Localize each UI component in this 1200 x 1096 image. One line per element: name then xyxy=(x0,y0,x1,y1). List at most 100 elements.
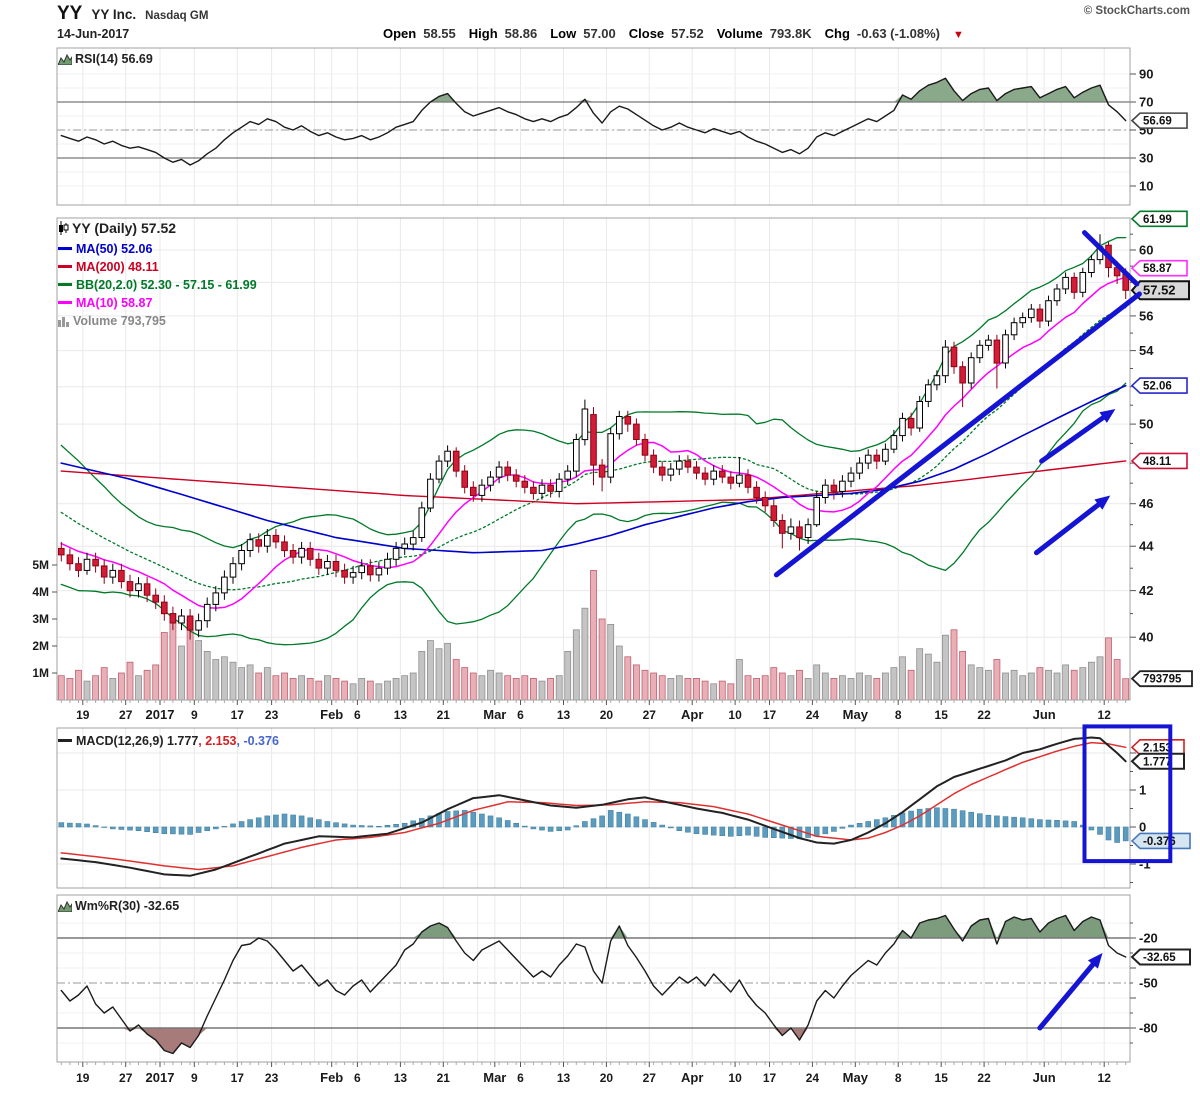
date-label: 19 xyxy=(76,708,90,722)
candle-body xyxy=(512,474,520,482)
candle-body xyxy=(66,554,74,565)
volume-bar xyxy=(899,656,906,701)
volume-bar xyxy=(650,672,657,701)
volume-bar xyxy=(804,678,812,701)
date-label: May xyxy=(843,707,869,722)
candle-body xyxy=(650,454,657,468)
volume-tick-label: 1M xyxy=(32,666,49,680)
macd-hist-bar xyxy=(195,826,202,833)
price-tick-label: 54 xyxy=(1139,343,1154,358)
date-label: 23 xyxy=(265,1071,279,1085)
macd-swatch xyxy=(58,739,72,743)
candle-body xyxy=(530,486,537,494)
candle-body xyxy=(1019,317,1027,324)
volume-bar xyxy=(100,667,108,701)
macd-tick-label: 1 xyxy=(1139,783,1146,798)
volume-bar xyxy=(796,669,803,701)
rsi-tick-label: 30 xyxy=(1139,151,1153,166)
volume-bar xyxy=(624,656,632,701)
volume-bar xyxy=(1122,678,1130,701)
date-label: 17 xyxy=(763,708,777,722)
candle-body xyxy=(427,478,434,509)
axis-callout-value: 48.11 xyxy=(1143,456,1172,468)
volume-bar xyxy=(830,678,838,701)
macd-tick-label: 0 xyxy=(1139,820,1146,835)
macd-hist-bar xyxy=(1045,819,1052,828)
candle-body xyxy=(1070,276,1078,293)
price-tick-label: 44 xyxy=(1139,539,1154,554)
date-label: 17 xyxy=(231,708,245,722)
candle-body xyxy=(598,464,606,478)
candle-body xyxy=(899,417,906,437)
volume-bar xyxy=(753,678,760,701)
date-label: 13 xyxy=(557,1071,571,1085)
ma200-swatch xyxy=(58,265,72,269)
macd-hist-bar xyxy=(693,826,700,834)
macd-legend-value: MACD(12,26,9) 1.777 xyxy=(76,734,199,748)
macd-hist-bar xyxy=(968,811,975,828)
chart-date: 14-Jun-2017 xyxy=(57,27,130,41)
chart-header: YY YY Inc. Nasdaq GM xyxy=(57,3,208,25)
macd-hist-bar xyxy=(401,822,408,828)
date-label: May xyxy=(843,1070,869,1085)
volume-bar xyxy=(1079,667,1087,701)
macd-hist-bar xyxy=(736,826,743,836)
macd-hist-bar xyxy=(101,826,107,828)
close-value: 57.52 xyxy=(671,26,704,41)
macd-hist-bar xyxy=(1105,826,1112,841)
candle-body xyxy=(521,480,529,488)
candle-body xyxy=(839,480,846,492)
volume-bar xyxy=(1096,656,1104,701)
macd-hist-bar xyxy=(839,826,846,829)
axis-callout-value: 58.87 xyxy=(1143,263,1172,275)
rsi-panel-border xyxy=(56,47,1131,206)
macd-hist-bar xyxy=(564,826,571,831)
volume-bar xyxy=(744,675,752,701)
volume-bar xyxy=(126,661,134,701)
macd-hist-bar xyxy=(213,826,219,830)
macd-hist-bar xyxy=(110,826,116,830)
macd-hist-bar xyxy=(358,825,365,828)
volume-bar xyxy=(332,678,340,701)
candle-body xyxy=(229,563,237,578)
open-value: 58.55 xyxy=(423,26,456,41)
date-label: Mar xyxy=(483,1070,506,1085)
volume-bar xyxy=(1045,669,1052,701)
candle-body xyxy=(967,357,975,384)
macd-hist-bar xyxy=(959,810,966,828)
rsi-indicator-icon xyxy=(57,52,73,70)
macd-hist-bar xyxy=(942,808,949,828)
volume-bar xyxy=(942,634,949,701)
stockcharts-credit: © StockCharts.com xyxy=(1083,5,1190,17)
candle-body xyxy=(135,583,142,592)
macd-hist-bar xyxy=(161,826,168,834)
volume-bar xyxy=(1036,667,1044,701)
volume-tick-label: 3M xyxy=(32,612,49,626)
bb-legend-label: BB(20,2.0) 52.30 - 57.15 - 61.99 xyxy=(76,278,257,292)
macd-hist-bar xyxy=(427,815,434,828)
down-triangle-icon: ▼ xyxy=(953,29,964,41)
volume-bar xyxy=(770,667,778,701)
volume-bar xyxy=(487,669,494,701)
macd-hist-bar xyxy=(676,826,683,832)
axis-callout-value: 793795 xyxy=(1143,674,1182,686)
volume-bar xyxy=(426,640,434,701)
candle-body xyxy=(332,561,340,571)
macd-hist-bar xyxy=(58,822,65,828)
macd-hist-bar xyxy=(599,815,605,828)
candle-body xyxy=(392,547,400,560)
candle-body xyxy=(186,615,194,631)
candle-body xyxy=(581,408,589,441)
macd-rectangle-annotation xyxy=(1082,724,1173,864)
candle-body xyxy=(890,435,898,450)
company-name: YY Inc. xyxy=(91,7,137,22)
volume-bar xyxy=(693,678,700,701)
macd-hist-bar xyxy=(848,824,854,828)
macd-hist-bar xyxy=(504,820,511,828)
volume-bar xyxy=(143,669,151,701)
candle-body xyxy=(950,346,958,368)
date-label: 8 xyxy=(895,1071,902,1085)
volume-bar xyxy=(718,680,726,701)
macd-hist-bar xyxy=(856,822,863,828)
volume-bar xyxy=(1019,675,1027,701)
